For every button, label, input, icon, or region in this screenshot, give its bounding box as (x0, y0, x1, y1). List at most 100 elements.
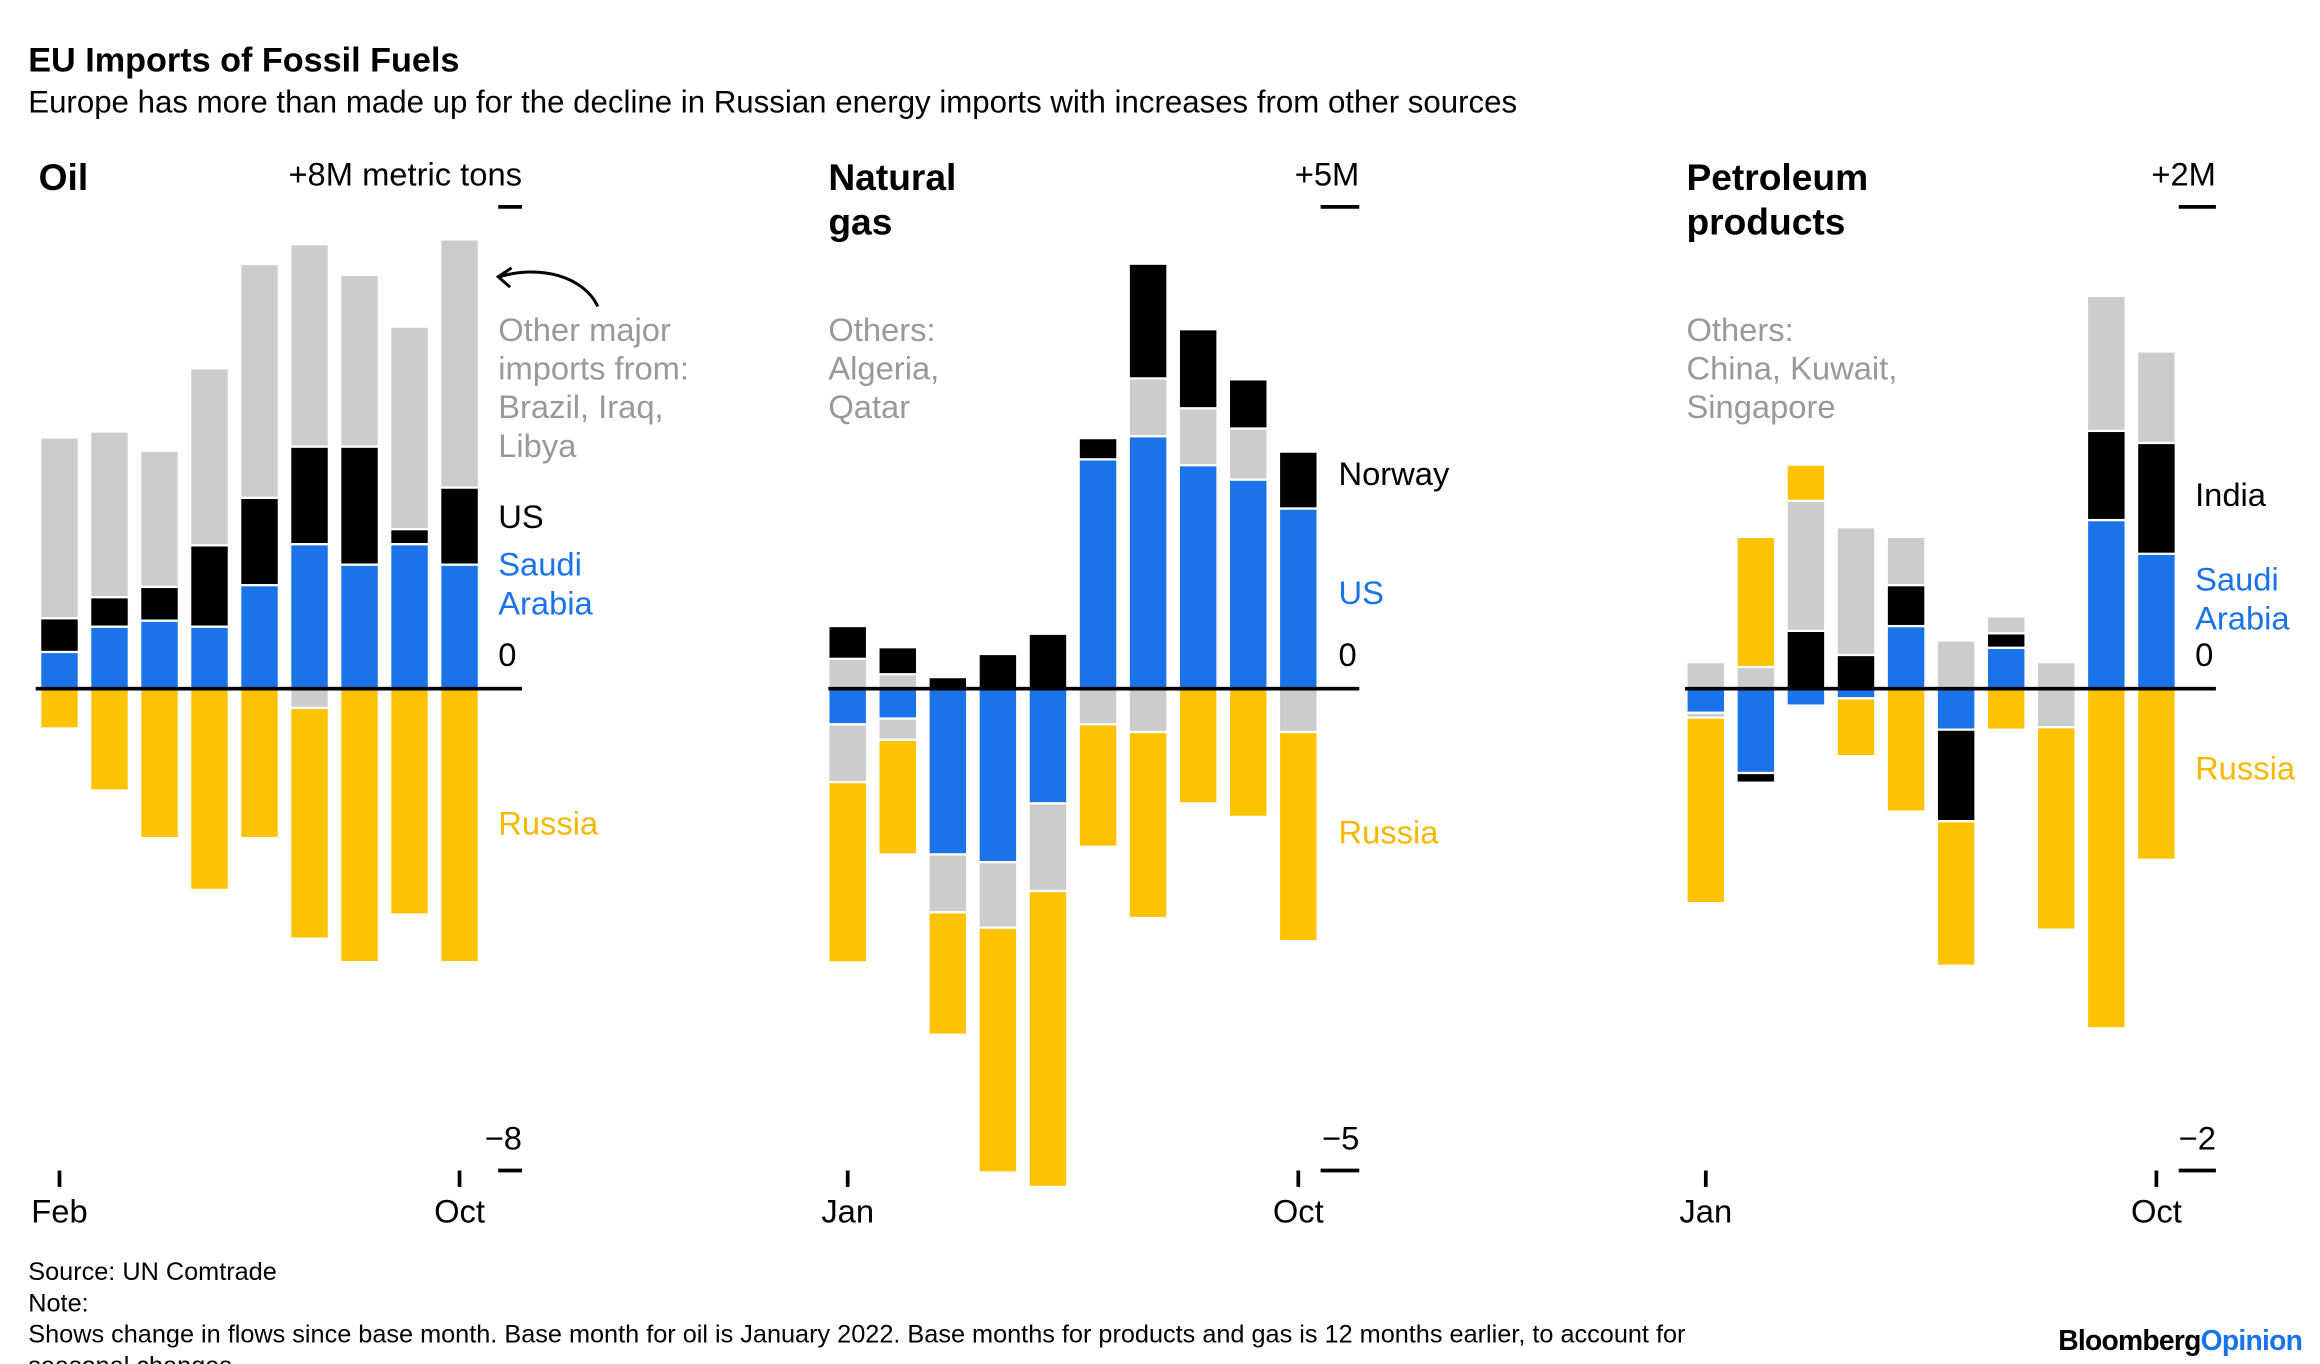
series-label: Saudi Arabia (498, 545, 593, 621)
x-tick-label: Oct (2131, 1192, 2182, 1229)
panel-title: Petroleum products (1686, 156, 1868, 243)
bar-segment (1027, 632, 1069, 690)
bar-segment (2085, 518, 2127, 690)
bar-segment (1077, 458, 1119, 690)
bar-segment (189, 544, 230, 628)
text-line: Other major (498, 310, 671, 347)
subtitle: Europe has more than made up for the dec… (28, 84, 1517, 119)
bar-segment (1277, 507, 1319, 690)
bar-segment (1785, 499, 1827, 632)
bar-segment (1077, 687, 1119, 726)
bar-segment (877, 646, 919, 676)
bar-segment (89, 430, 130, 599)
y-tick-label: +8M metric tons (288, 156, 522, 193)
source: Source: UN Comtrade (28, 1258, 277, 1286)
bar-segment (1735, 535, 1777, 669)
bar-segment (389, 527, 430, 546)
bar-segment (1077, 437, 1119, 461)
y-tick-label: 0 (1338, 636, 1356, 673)
bar-segment (1277, 687, 1319, 734)
bar-segment (1835, 653, 1877, 690)
text-line: Shows change in flows since base month. … (28, 1320, 1685, 1348)
bar-segment (2135, 552, 2177, 690)
bar-segment (1177, 464, 1219, 690)
bar-segment (1885, 687, 1927, 813)
logo-first: Bloomberg (2058, 1325, 2200, 1357)
bar-segment (1985, 615, 2027, 635)
bar-segment (289, 687, 330, 710)
bar-segment (1985, 646, 2027, 690)
bar-segment (2135, 687, 2177, 861)
bar-segment (439, 486, 480, 566)
bar-segment (1177, 328, 1219, 410)
bar-segment (239, 496, 280, 587)
x-tick-label: Jan (821, 1192, 874, 1229)
bar-segment (1985, 632, 2027, 649)
bar-segment (1935, 820, 1977, 967)
bar-segment (2035, 661, 2077, 690)
bar-segment (139, 687, 180, 840)
series-label: India (2195, 475, 2267, 512)
bar-segment (977, 861, 1019, 929)
bar-segment (2085, 294, 2127, 433)
bar-segment (1127, 435, 1169, 690)
text-line: Arabia (498, 584, 593, 621)
bar-segment (339, 445, 380, 566)
text-line: seasonal changes. (28, 1352, 239, 1364)
series-label: US (498, 498, 543, 535)
series-label: Norway (1338, 455, 1450, 492)
panel-title: Oil (39, 156, 89, 198)
bar-segment (389, 687, 430, 916)
bar-segment (239, 262, 280, 499)
bar-segment (1127, 730, 1169, 920)
bar-segment (1835, 697, 1877, 758)
bar-segment (1177, 687, 1219, 805)
series-label: Russia (2195, 749, 2296, 786)
bar-segment (1735, 771, 1777, 784)
bar-segment (1785, 687, 1827, 707)
bar-segment (2035, 726, 2077, 931)
bar-segment (1027, 889, 1069, 1189)
text-line: China, Kuwait, (1686, 349, 1897, 386)
bar-segment (189, 367, 230, 547)
bar-segment (1027, 802, 1069, 893)
bar-segment (977, 926, 1019, 1174)
x-tick-label: Feb (31, 1192, 87, 1229)
bar-segment (39, 650, 80, 690)
y-tick-label: +2M (2151, 156, 2216, 193)
text-line: Oil (39, 156, 89, 198)
logo-second: Opinion (2201, 1325, 2303, 1357)
bar-segment (1785, 463, 1827, 502)
bar-segment (2085, 687, 2127, 1030)
bar-segment (1685, 716, 1727, 905)
series-label: Russia (498, 804, 599, 841)
bar-segment (89, 596, 130, 628)
bar-segment (827, 687, 869, 726)
text-line: Arabia (2195, 599, 2290, 636)
bar-segment (289, 706, 330, 940)
bar-segment (39, 687, 80, 730)
bar-segment (439, 563, 480, 690)
bar-segment (927, 687, 969, 856)
bar-segment (339, 563, 380, 690)
text-line: Note: (28, 1289, 88, 1317)
text-line: US (1338, 574, 1383, 611)
series-label: Russia (1338, 813, 1439, 850)
note: Note: Shows change in flows since base mo… (28, 1289, 1685, 1364)
text-line: Saudi (498, 545, 582, 582)
logo: BloombergOpinion (2058, 1325, 2302, 1357)
bar-segment (139, 619, 180, 690)
series-label: Other major imports from: Brazil, Iraq, Lib… (498, 310, 689, 463)
y-tick-label: −8 (485, 1119, 522, 1156)
bar-segment (1885, 535, 1927, 587)
bar-segment (1077, 723, 1119, 848)
bar-segment (89, 625, 130, 690)
bar-segment (2085, 429, 2127, 522)
bar-segment (289, 543, 330, 690)
text-line: Norway (1338, 455, 1450, 492)
bar-segment (339, 273, 380, 448)
series-label: US (1338, 574, 1383, 611)
bar-segment (977, 687, 1019, 864)
bar-segment (1835, 526, 1877, 657)
